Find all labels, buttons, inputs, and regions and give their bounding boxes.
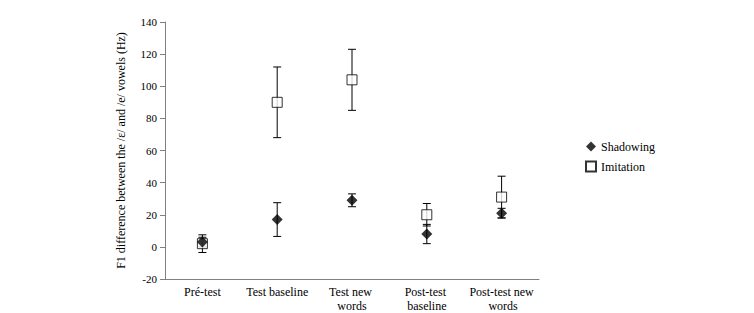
svg-text:Test new: Test new xyxy=(329,285,375,299)
svg-text:Post-test new: Post-test new xyxy=(469,285,534,299)
svg-text:words: words xyxy=(485,299,518,313)
svg-text:40: 40 xyxy=(146,177,158,189)
svg-text:Imitation: Imitation xyxy=(601,160,645,174)
svg-text:Shadowing: Shadowing xyxy=(601,140,655,154)
svg-text:Pré-test: Pré-test xyxy=(184,285,221,299)
svg-text:F1 difference between the /ε/: F1 difference between the /ε/ and /e/ vo… xyxy=(114,32,128,269)
svg-text:20: 20 xyxy=(146,209,158,221)
svg-text:140: 140 xyxy=(141,16,158,28)
svg-text:60: 60 xyxy=(146,145,158,157)
svg-text:0: 0 xyxy=(152,241,158,253)
svg-text:80: 80 xyxy=(146,112,158,124)
svg-text:100: 100 xyxy=(141,80,158,92)
svg-text:words: words xyxy=(337,299,367,313)
svg-text:Post-test: Post-test xyxy=(405,285,449,299)
svg-text:-20: -20 xyxy=(142,273,157,285)
svg-text:baseline: baseline xyxy=(407,299,446,313)
svg-text:Test baseline: Test baseline xyxy=(246,285,308,299)
svg-text:120: 120 xyxy=(141,48,158,60)
